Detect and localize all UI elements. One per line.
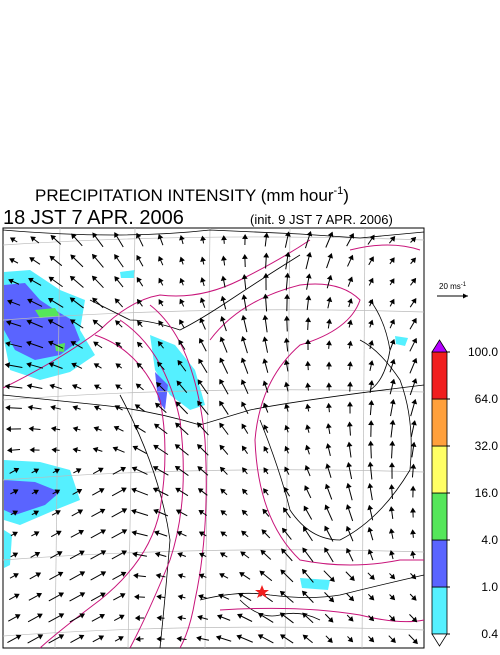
colorbar: 0.4 1.0 4.0 16.0 32.0 64.0 100.0 — [432, 340, 498, 646]
title-main: PRECIPITATION INTENSITY (mm hour — [35, 186, 334, 205]
colorbar-under — [432, 634, 447, 646]
title-sup: -1 — [333, 185, 343, 197]
title: PRECIPITATION INTENSITY (mm hour-1) — [35, 185, 349, 205]
wind-scale-sup: -1 — [461, 282, 467, 288]
colorbar-label: 100.0 — [468, 345, 498, 359]
colorbar-label: 0.4 — [481, 627, 498, 641]
init-time: (init. 9 JST 7 APR. 2006) — [250, 212, 393, 227]
colorbar-segment — [432, 493, 447, 540]
colorbar-segment — [432, 399, 447, 446]
wind-scale-text: 20 ms — [439, 282, 461, 291]
colorbar-label: 16.0 — [475, 486, 499, 500]
colorbar-segment — [432, 446, 447, 493]
colorbar-label: 1.0 — [481, 580, 498, 594]
wind-scale-arrow — [437, 294, 468, 299]
colorbar-label: 32.0 — [475, 439, 499, 453]
title-end: ) — [343, 186, 349, 205]
valid-time: 18 JST 7 APR. 2006 — [3, 207, 184, 229]
wind-scale-label: 20 ms-1 — [439, 282, 467, 291]
colorbar-label: 4.0 — [481, 533, 498, 547]
map — [3, 228, 424, 648]
colorbar-segment — [432, 540, 447, 587]
colorbar-label: 64.0 — [475, 392, 499, 406]
colorbar-over — [432, 340, 447, 352]
colorbar-segment — [432, 587, 447, 634]
colorbar-segment — [432, 352, 447, 399]
